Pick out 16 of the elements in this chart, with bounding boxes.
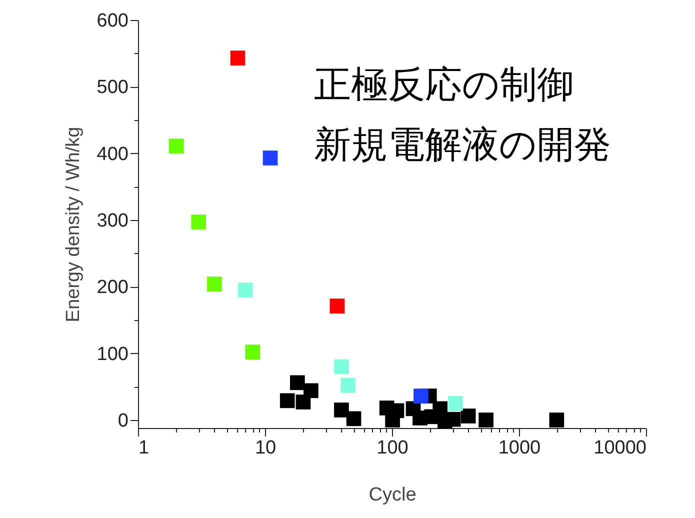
x-tick-label: 100 <box>376 438 408 458</box>
y-tick-label: 600 <box>96 10 128 32</box>
y-tick-label: 200 <box>96 277 128 298</box>
y-tick-label: 300 <box>96 210 128 232</box>
y-tick-label: 400 <box>96 144 128 165</box>
y-tick-label: 100 <box>96 344 128 365</box>
y-tick-label: 0 <box>118 410 128 432</box>
x-tick-label: 1000 <box>498 438 541 458</box>
annotation: 新規電解液の開発 <box>314 124 611 165</box>
y-axis-title: Energy density / Wh/kg <box>62 126 84 322</box>
annotation: 正極反応の制御 <box>314 64 574 105</box>
x-tick-label: 10 <box>254 438 276 458</box>
x-tick-label: 10000 <box>594 438 646 458</box>
x-axis-title: Cycle <box>368 484 416 506</box>
x-tick-label: 1 <box>138 438 150 458</box>
y-tick-label: 500 <box>96 77 128 98</box>
